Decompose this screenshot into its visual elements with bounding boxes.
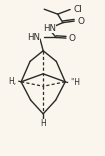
Text: Cl: Cl [74, 5, 83, 14]
Text: H,: H, [8, 77, 16, 85]
Text: HN: HN [27, 33, 40, 42]
Text: ''H: ''H [70, 78, 80, 87]
Text: O: O [69, 34, 76, 43]
Text: H: H [40, 119, 46, 128]
Text: HN: HN [43, 24, 56, 33]
Text: O: O [77, 17, 84, 26]
